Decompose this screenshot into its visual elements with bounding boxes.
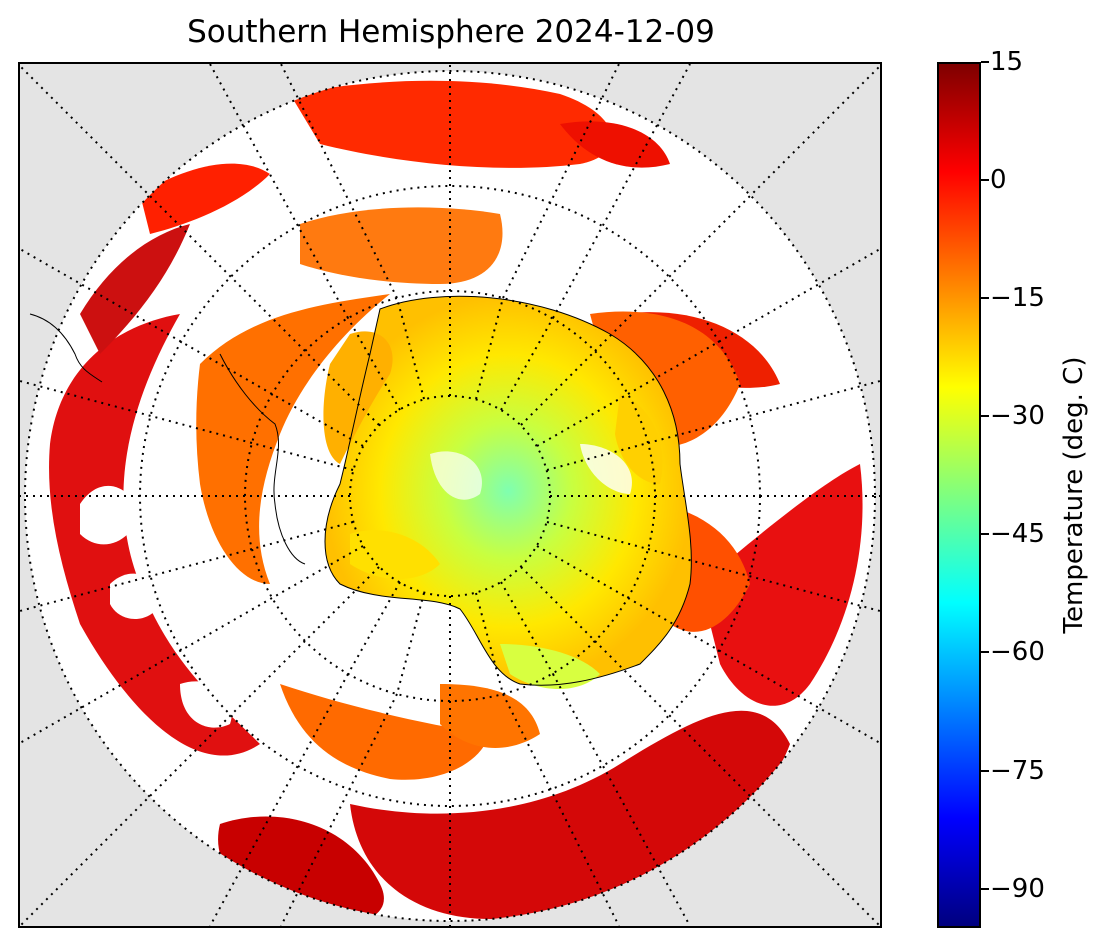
colorbar-tick-label: −15 (990, 283, 1045, 314)
colorbar-tick-label: −30 (990, 401, 1045, 432)
colorbar-tick (981, 651, 989, 654)
colorbar-tick (981, 769, 989, 772)
antarctica-coastline (324, 295, 692, 686)
antarctica-ice-sheet (325, 296, 692, 686)
polar-map (18, 62, 882, 928)
colorbar-tick (981, 297, 989, 300)
temperature-colorbar (937, 62, 981, 928)
south-america-coastline (29, 313, 103, 383)
colorbar-tick-label: −75 (990, 755, 1045, 786)
colorbar-tick-label: −45 (990, 519, 1045, 550)
colorbar-tick (981, 61, 989, 63)
polar-projection-svg (20, 64, 880, 926)
colorbar-tick (981, 533, 989, 536)
colorbar-tick (981, 179, 989, 182)
colorbar-tick (981, 415, 989, 418)
colorbar-tick-label: 0 (990, 165, 1007, 196)
colorbar-label: Temperature (deg. C) (1059, 356, 1089, 634)
meridians-outer (20, 64, 880, 926)
colorbar-tick-label: 15 (990, 47, 1024, 77)
temperature-field (49, 80, 863, 921)
map-title: Southern Hemisphere 2024-12-09 (187, 14, 715, 50)
colorbar-tick-label: −90 (990, 873, 1045, 904)
colorbar-tick-label: −60 (990, 637, 1045, 668)
colorbar-tick (981, 887, 989, 890)
